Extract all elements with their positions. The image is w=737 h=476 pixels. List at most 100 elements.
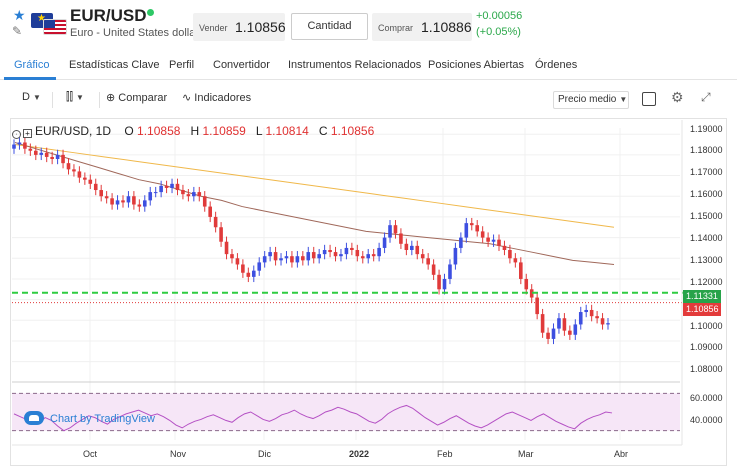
candle-body <box>404 243 409 250</box>
candle-body <box>126 196 131 203</box>
candle-body <box>77 171 82 178</box>
candle-body <box>235 258 240 265</box>
legend-low: 1.10814 <box>265 124 309 138</box>
active-tab-indicator <box>4 77 56 80</box>
x-tick: Feb <box>437 449 453 459</box>
candle-body <box>262 256 267 263</box>
tab-perfil[interactable]: Perfil <box>169 59 195 71</box>
chevron-down-icon: ▼ <box>76 93 84 102</box>
candle-type-icon: ⫿⫿ <box>66 91 74 103</box>
y-tick: 1.14000 <box>690 233 723 243</box>
price-type-select[interactable]: Precio medio ▼ <box>553 91 629 109</box>
candle-body <box>50 156 54 160</box>
tradingview-logo-icon <box>24 411 44 425</box>
candle-body <box>66 163 71 170</box>
candle-body <box>224 241 229 255</box>
plus-icon[interactable]: + <box>23 129 32 138</box>
candle-body <box>99 190 103 197</box>
candle-body <box>491 239 496 242</box>
tab-posiciones[interactable]: Posiciones Abiertas <box>428 59 524 71</box>
candle-body <box>148 192 153 201</box>
candle-body <box>595 316 599 319</box>
eye-icon[interactable]: · <box>12 130 21 139</box>
pair-subtitle: Euro - United States dollar <box>70 27 200 39</box>
price-marker-current: 1.10856 <box>683 303 721 316</box>
candle-body <box>344 247 349 255</box>
compare-button[interactable]: ⊕ Comparar <box>106 91 167 104</box>
candle-body <box>535 297 539 315</box>
candle-type-button[interactable]: ⫿⫿ ▼ <box>66 91 84 104</box>
candle-body <box>437 274 441 290</box>
candle-body <box>175 183 180 191</box>
candle-body <box>524 278 529 290</box>
candle-body <box>17 142 22 145</box>
candle-body <box>181 190 185 195</box>
candle-body <box>502 245 507 250</box>
candle-body <box>88 179 93 184</box>
candle-body <box>339 254 343 257</box>
candle-body <box>420 254 425 259</box>
candle-body <box>83 177 87 180</box>
tab-instrumentos[interactable]: Instrumentos Relacionados <box>288 59 422 71</box>
candle-body <box>142 200 147 207</box>
legend-open-label: O <box>124 124 134 138</box>
candle-body <box>246 272 251 277</box>
tab-grafico[interactable]: Gráfico <box>14 59 50 71</box>
tradingview-branding[interactable]: Chart by TradingView <box>24 411 155 425</box>
candle-body <box>115 200 120 205</box>
indicators-button[interactable]: ∿ Indicadores <box>182 91 251 104</box>
legend-open: 1.10858 <box>137 124 181 138</box>
chart-toolbar: D ▼ ⫿⫿ ▼ ⊕ Comparar ∿ Indicadores Precio m… <box>0 84 737 114</box>
buy-price: 1.10886 <box>421 19 472 35</box>
tab-convertidor[interactable]: Convertidor <box>213 59 270 71</box>
candle-body <box>360 256 365 259</box>
legend-close-label: C <box>318 124 328 138</box>
candle-body <box>366 254 371 259</box>
buy-button[interactable]: Comprar 1.10886 <box>372 13 472 41</box>
rsi-tick: 60.0000 <box>690 393 723 403</box>
candle-body <box>562 318 567 331</box>
candle-body <box>431 264 436 275</box>
candle-body <box>132 196 136 205</box>
candle-body <box>61 154 65 164</box>
sell-label: Vender <box>199 23 228 33</box>
candle-body <box>110 198 114 205</box>
candle-body <box>306 252 311 261</box>
candle-body <box>295 256 300 263</box>
chart-frame[interactable] <box>10 118 727 466</box>
sell-button[interactable]: Vender 1.10856 <box>193 13 286 41</box>
candle-body <box>12 144 16 149</box>
fullscreen-icon[interactable]: ⤢ <box>701 90 711 104</box>
y-tick: 1.16000 <box>690 189 723 199</box>
candle-body <box>322 250 327 255</box>
quantity-input[interactable]: Cantidad <box>291 13 368 40</box>
candle-body <box>415 245 420 255</box>
settings-icon[interactable]: ⚙ <box>671 89 684 105</box>
star-icon[interactable]: ★ <box>13 7 26 23</box>
tab-ordenes[interactable]: Órdenes <box>535 59 578 71</box>
indicators-label: Indicadores <box>194 92 252 104</box>
x-tick: 2022 <box>349 449 370 459</box>
interval-select[interactable]: D ▼ <box>22 91 41 103</box>
square-icon[interactable] <box>642 92 656 106</box>
tab-estadisticas[interactable]: Estadísticas Clave <box>69 59 160 71</box>
candle-body <box>399 233 403 244</box>
candle-body <box>301 256 305 261</box>
candle-body <box>540 314 545 333</box>
toolbar-divider <box>52 92 53 108</box>
candle-body <box>600 318 605 325</box>
rsi-band <box>12 393 680 431</box>
candle-body <box>317 254 321 259</box>
candle-body <box>279 258 283 261</box>
live-status-dot <box>147 9 154 16</box>
candle-body <box>551 328 556 339</box>
ma-short-line <box>14 141 615 265</box>
candle-body <box>23 142 27 149</box>
candle-body <box>480 231 485 238</box>
candle-body <box>39 152 44 155</box>
candle-body <box>355 250 360 257</box>
candle-body <box>497 239 501 246</box>
bell-icon[interactable]: ✎ <box>12 24 23 38</box>
candle-body <box>333 252 338 257</box>
